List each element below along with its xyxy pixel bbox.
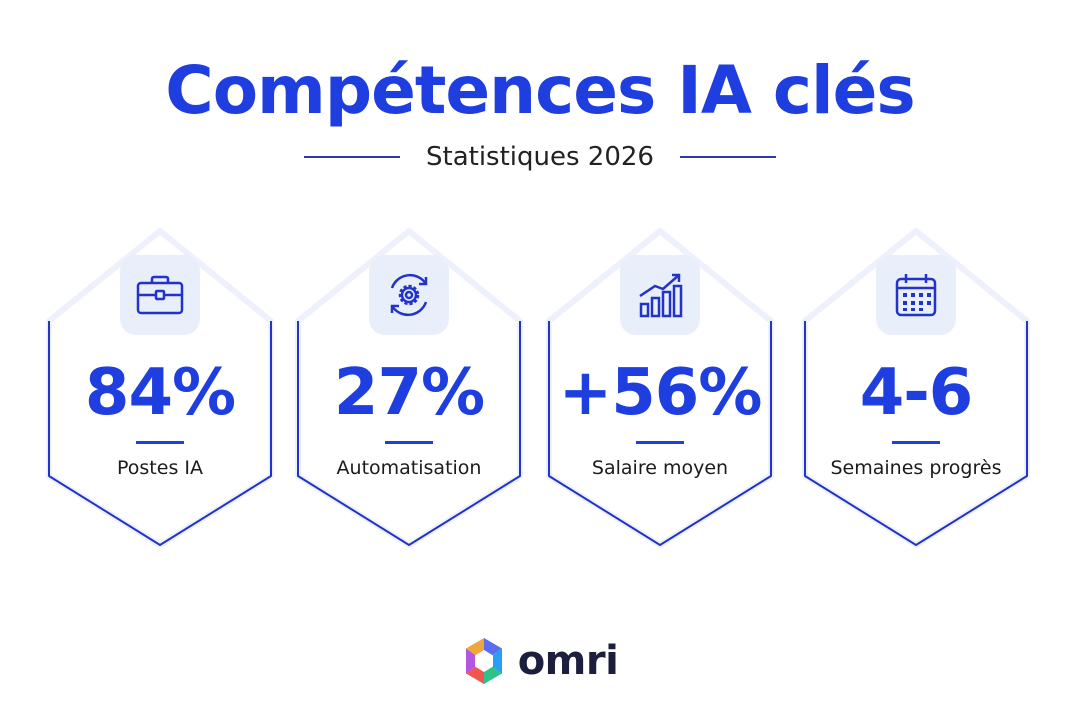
brand-footer: omri <box>0 636 1080 686</box>
stat-card-semaines-progres: 4-6 Semaines progrès <box>801 228 1031 548</box>
stat-value: +56% <box>558 356 763 430</box>
brand-name: omri <box>517 638 619 684</box>
stat-divider <box>136 441 184 444</box>
page-subtitle: Statistiques 2026 <box>426 142 654 172</box>
briefcase-icon <box>136 275 184 315</box>
stat-label: Automatisation <box>336 457 482 479</box>
hexagon-frame <box>546 228 774 548</box>
hexagon-frame <box>46 228 274 548</box>
calendar-icon <box>895 274 937 317</box>
stat-label: Semaines progrès <box>830 457 1002 479</box>
page-title: Compétences IA clés <box>165 52 915 129</box>
stat-value: 27% <box>333 356 485 430</box>
stat-divider <box>636 441 684 444</box>
hexagon-frame <box>802 228 1030 548</box>
stat-value: 4-6 <box>859 356 974 430</box>
icon-tile <box>620 255 700 335</box>
stat-card-postes-ia: 84% Postes IA <box>45 228 275 548</box>
stat-label: Salaire moyen <box>591 457 729 479</box>
growth-chart-icon <box>639 273 683 318</box>
stat-divider <box>892 441 940 444</box>
stat-value: 84% <box>84 356 236 430</box>
icon-tile <box>369 255 449 335</box>
subtitle-left-rule <box>304 156 400 158</box>
stat-divider <box>385 441 433 444</box>
hexagon-frame <box>295 228 523 548</box>
icon-tile <box>120 255 200 335</box>
gear-cycle-icon <box>390 273 428 317</box>
subtitle-right-rule <box>679 156 776 158</box>
omri-logo-icon <box>465 638 502 684</box>
stat-label: Postes IA <box>117 457 203 479</box>
icon-tile <box>876 255 956 335</box>
stat-card-automatisation: 27% Automatisation <box>294 228 524 548</box>
stat-card-salaire-moyen: +56% Salaire moyen <box>545 228 775 548</box>
subtitle-row: Statistiques 2026 <box>0 142 1080 172</box>
